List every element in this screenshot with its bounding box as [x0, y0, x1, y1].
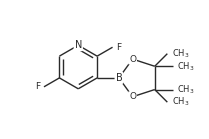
Text: O: O — [129, 92, 136, 101]
Text: F: F — [35, 82, 40, 91]
Text: CH$_3$: CH$_3$ — [177, 60, 195, 73]
Text: CH$_3$: CH$_3$ — [177, 83, 195, 96]
Text: O: O — [129, 55, 136, 64]
Text: B: B — [116, 73, 122, 83]
Text: CH$_3$: CH$_3$ — [172, 96, 190, 108]
Text: N: N — [75, 40, 82, 50]
Text: CH$_3$: CH$_3$ — [172, 47, 190, 60]
Text: F: F — [117, 43, 122, 52]
